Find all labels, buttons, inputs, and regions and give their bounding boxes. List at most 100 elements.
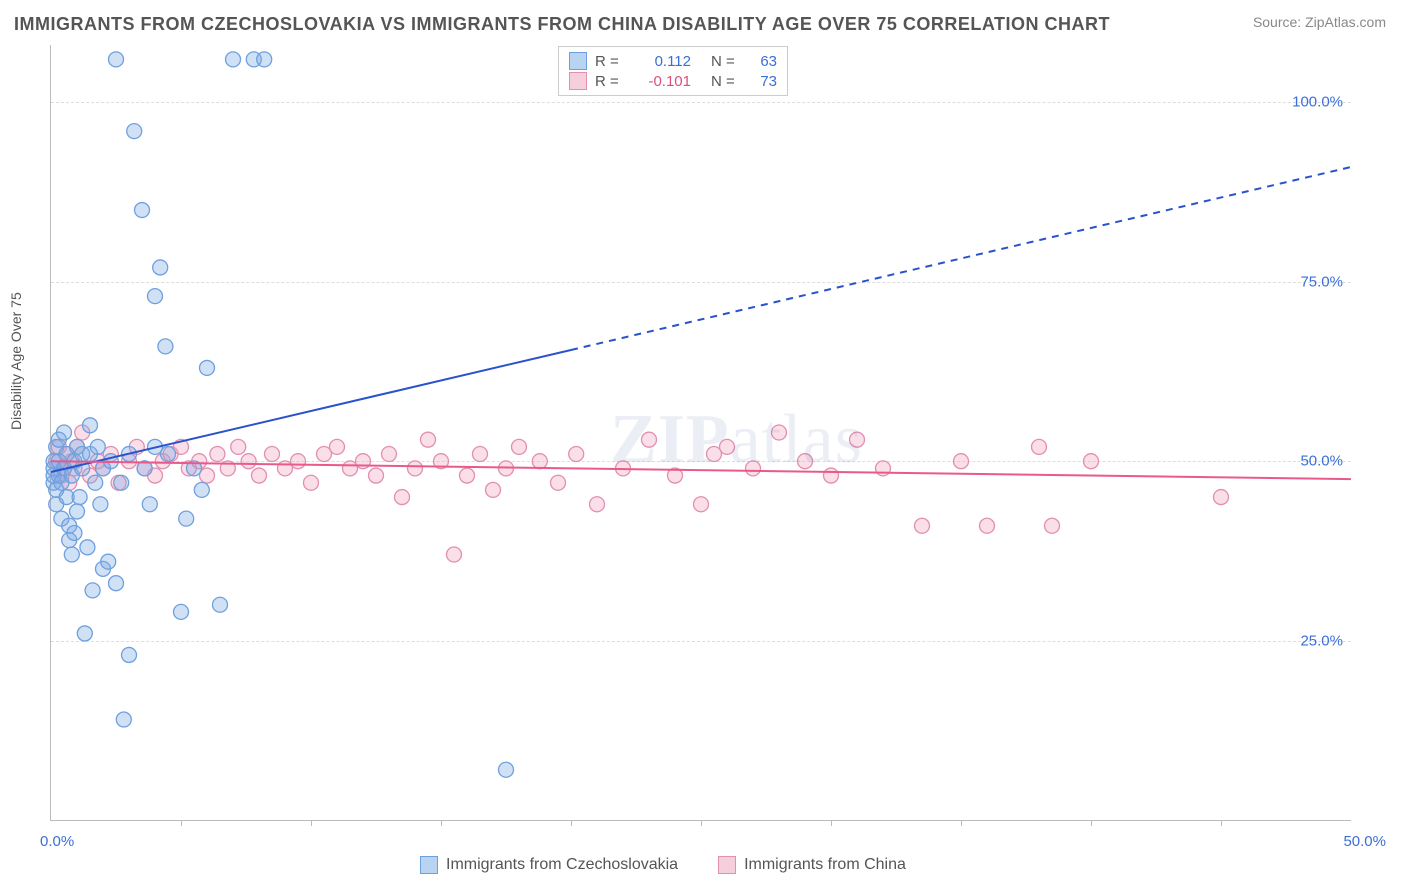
source-attribution: Source: ZipAtlas.com (1253, 14, 1386, 30)
data-point (291, 454, 306, 469)
data-point (135, 203, 150, 218)
data-point (551, 475, 566, 490)
n-label: N = (711, 53, 739, 70)
x-tick (181, 820, 182, 826)
data-point (980, 518, 995, 533)
data-point (116, 712, 131, 727)
data-point (93, 497, 108, 512)
data-point (85, 583, 100, 598)
data-point (569, 447, 584, 462)
plot-area: 25.0%50.0%75.0%100.0% (50, 45, 1351, 821)
data-point (421, 432, 436, 447)
data-point (226, 52, 241, 67)
legend-label: Immigrants from China (744, 856, 906, 874)
data-point (720, 439, 735, 454)
r-value: 0.112 (631, 53, 691, 70)
legend-row: R =-0.101N =73 (569, 71, 777, 91)
data-point (850, 432, 865, 447)
x-tick (571, 820, 572, 826)
data-point (304, 475, 319, 490)
x-tick (1221, 820, 1222, 826)
r-label: R = (595, 73, 623, 90)
data-point (194, 482, 209, 497)
data-point (148, 289, 163, 304)
legend-label: Immigrants from Czechoslovakia (446, 856, 678, 874)
legend-swatch (420, 856, 438, 874)
data-point (473, 447, 488, 462)
data-point (88, 475, 103, 490)
data-point (67, 525, 82, 540)
x-tick (311, 820, 312, 826)
data-point (252, 468, 267, 483)
data-point (1045, 518, 1060, 533)
data-point (109, 52, 124, 67)
data-point (241, 454, 256, 469)
data-point (57, 425, 72, 440)
data-point (80, 540, 95, 555)
n-value: 63 (747, 53, 777, 70)
data-point (213, 597, 228, 612)
data-point (395, 490, 410, 505)
data-point (486, 482, 501, 497)
trend-line (51, 350, 571, 472)
data-point (109, 576, 124, 591)
data-point (746, 461, 761, 476)
data-point (257, 52, 272, 67)
legend-row: R = 0.112 N = 63 (569, 51, 777, 71)
legend-swatch (569, 52, 587, 70)
data-point (83, 418, 98, 433)
data-point (798, 454, 813, 469)
x-tick (961, 820, 962, 826)
data-point (153, 260, 168, 275)
data-point (1032, 439, 1047, 454)
legend-swatch (718, 856, 736, 874)
correlation-legend: R =0.112N =63R =-0.101N =73 (558, 46, 788, 96)
n-label: N = (711, 73, 739, 90)
trend-line-dashed (571, 167, 1351, 350)
data-point (114, 475, 129, 490)
legend-swatch (569, 72, 587, 90)
data-point (590, 497, 605, 512)
data-point (772, 425, 787, 440)
data-point (101, 554, 116, 569)
data-point (174, 604, 189, 619)
data-point (70, 504, 85, 519)
x-tick (831, 820, 832, 826)
legend-item: Immigrants from Czechoslovakia (420, 856, 678, 874)
data-point (90, 439, 105, 454)
data-point (1084, 454, 1099, 469)
data-point (824, 468, 839, 483)
data-point (512, 439, 527, 454)
data-point (77, 626, 92, 641)
y-axis-label: Disability Age Over 75 (8, 292, 24, 430)
data-point (447, 547, 462, 562)
data-point (122, 647, 137, 662)
data-point (382, 447, 397, 462)
x-axis-min-label: 0.0% (40, 833, 74, 850)
data-point (72, 490, 87, 505)
data-point (369, 468, 384, 483)
x-axis-max-label: 50.0% (1343, 833, 1386, 850)
trend-line (51, 461, 1351, 479)
x-tick (1091, 820, 1092, 826)
data-point (161, 447, 176, 462)
data-point (64, 547, 79, 562)
data-point (408, 461, 423, 476)
chart-title: IMMIGRANTS FROM CZECHOSLOVAKIA VS IMMIGR… (14, 14, 1110, 35)
r-label: R = (595, 53, 623, 70)
data-point (142, 497, 157, 512)
data-point (642, 432, 657, 447)
data-point (499, 762, 514, 777)
data-point (231, 439, 246, 454)
legend-item: Immigrants from China (718, 856, 906, 874)
n-value: 73 (747, 73, 777, 90)
series-legend: Immigrants from Czechoslovakia Immigrants… (420, 856, 906, 874)
data-point (694, 497, 709, 512)
data-point (915, 518, 930, 533)
x-tick (441, 820, 442, 826)
plot-svg (51, 45, 1351, 820)
data-point (179, 511, 194, 526)
data-point (200, 360, 215, 375)
x-tick (701, 820, 702, 826)
data-point (532, 454, 547, 469)
